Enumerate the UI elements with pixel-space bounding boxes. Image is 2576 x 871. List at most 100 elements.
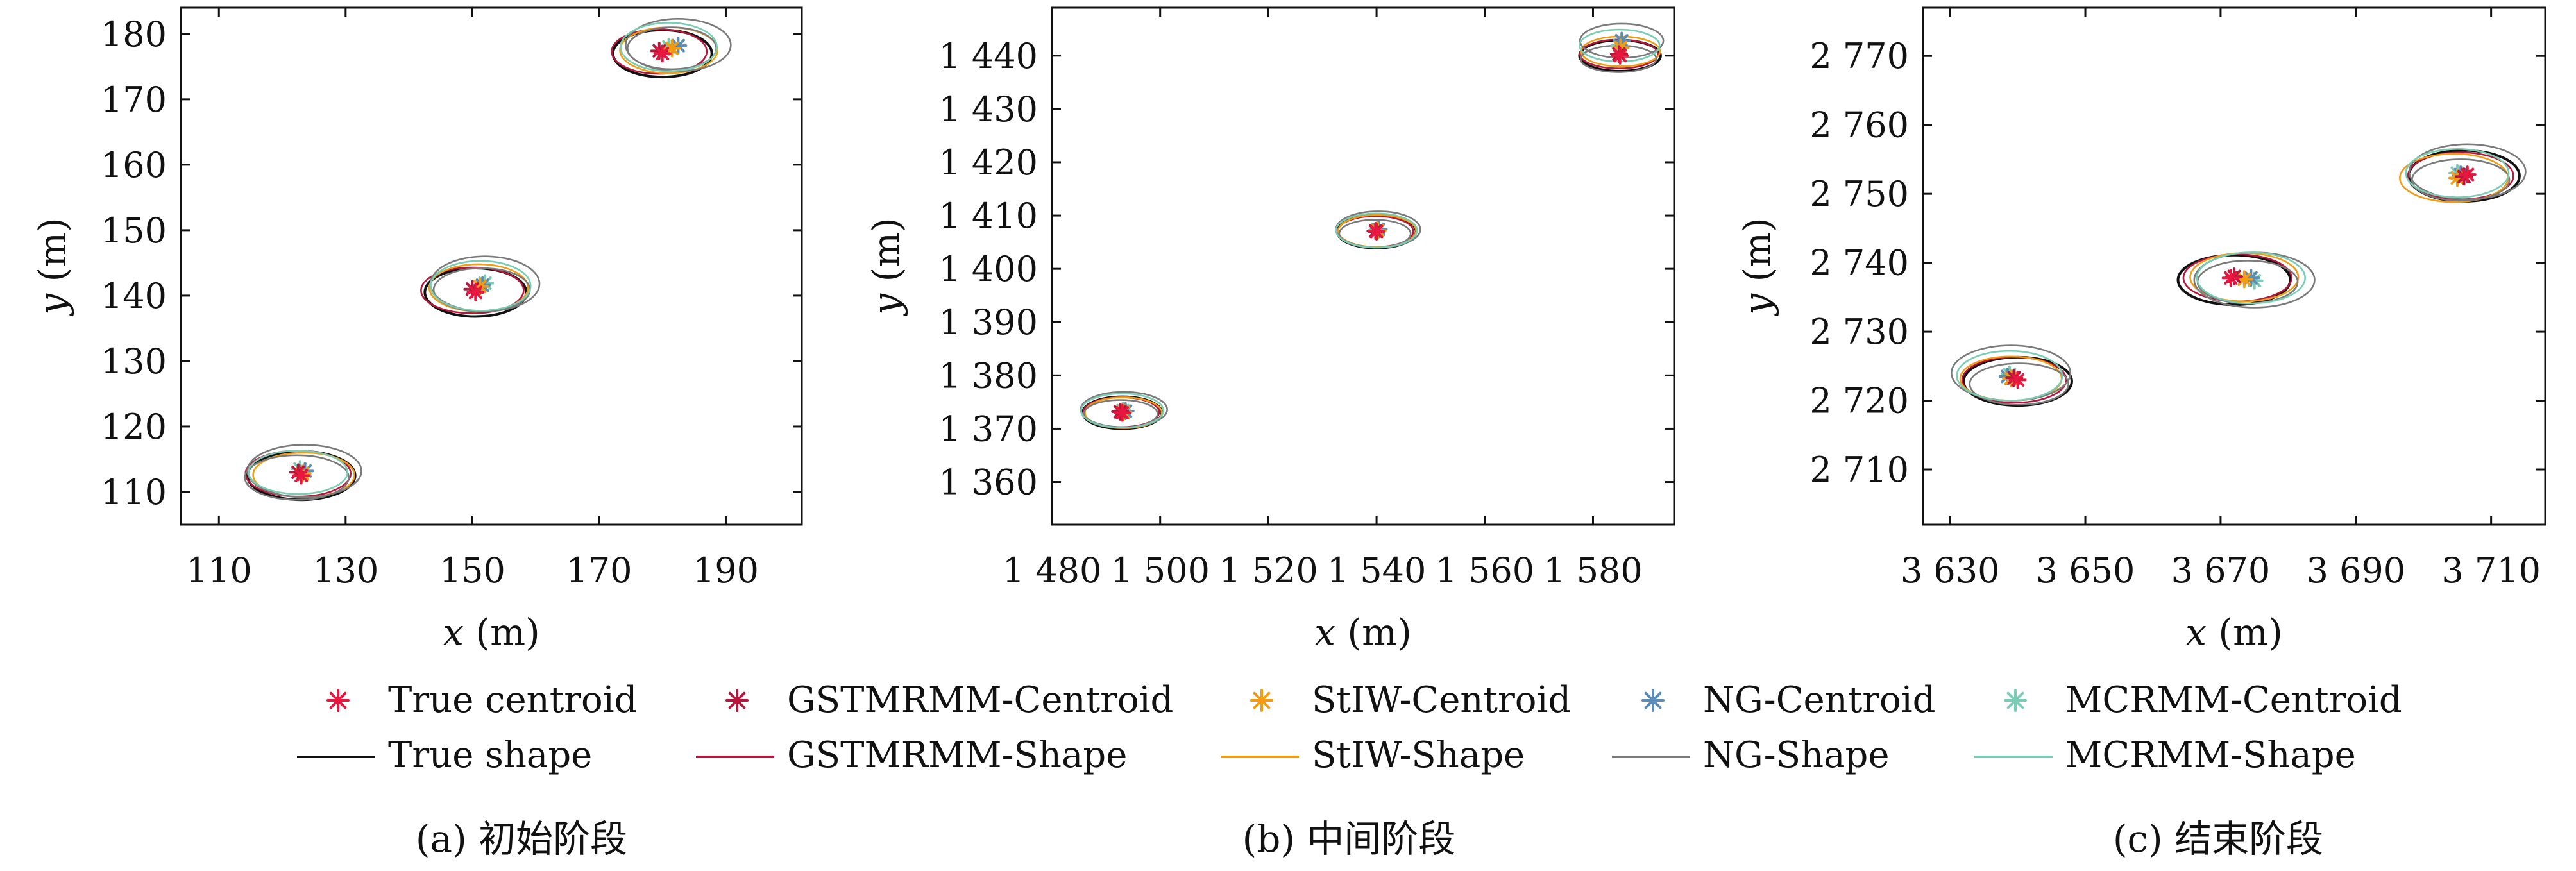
plot-area xyxy=(244,18,732,502)
captions: (a) 初始阶段 (b) 中间阶段 (c) 结束阶段 xyxy=(416,817,2323,861)
y-tick-label: 2 770 xyxy=(1809,36,1909,76)
target-group-3 xyxy=(2399,143,2527,203)
true_centroid-centroid-marker xyxy=(1368,222,1386,241)
panel-caption-1: (a) 初始阶段 xyxy=(416,817,627,861)
y-tick-label: 1 400 xyxy=(938,249,1038,289)
y-tick-label: 2 720 xyxy=(1809,381,1909,421)
legend-label: True centroid xyxy=(388,679,637,721)
plot-area xyxy=(1080,22,1665,430)
x-tick-label: 150 xyxy=(439,550,505,591)
y-axis-label: y (m) xyxy=(865,217,908,316)
y-tick-label: 170 xyxy=(101,80,167,120)
target-group-2 xyxy=(420,255,541,318)
true_centroid-centroid-marker xyxy=(292,466,310,485)
mcrmm-shape-ellipse xyxy=(1335,212,1418,249)
gstmrmm-shape-ellipse xyxy=(420,266,525,314)
legend-label: True shape xyxy=(388,734,592,776)
legend-item-ng-shape: NG-Shape xyxy=(1612,734,1890,776)
y-tick-label: 2 740 xyxy=(1809,243,1909,283)
x-tick-label: 190 xyxy=(693,550,759,591)
chart-panels: 110 130 150 170 190 110 120 130 140 150 160 170 180 x… xyxy=(31,6,2546,654)
y-axis-label: y (m) xyxy=(1736,217,1779,316)
y-tick-label: 2 710 xyxy=(1809,450,1909,490)
true_centroid-centroid-marker xyxy=(1113,403,1131,422)
true_centroid-centroid-marker xyxy=(2008,371,2027,389)
legend-label: StIW-Centroid xyxy=(1312,679,1571,721)
x-tick-label: 170 xyxy=(566,550,632,591)
mcrmm-shape-ellipse xyxy=(2196,251,2307,305)
legend-item-stiw-centroid: StIW-Centroid xyxy=(1250,679,1571,721)
legend-label: GSTMRMM-Shape xyxy=(787,734,1127,776)
legend-label: NG-Centroid xyxy=(1703,679,1936,721)
legend-star-icon xyxy=(326,689,350,712)
target-group-2 xyxy=(2176,251,2316,309)
mcrmm-shape-ellipse xyxy=(248,450,349,495)
y-tick-label: 1 360 xyxy=(938,462,1038,503)
x-tick-label: 3 670 xyxy=(2171,550,2271,591)
legend-item-true-shape: True shape xyxy=(297,734,592,776)
legend-item-stiw-shape: StIW-Shape xyxy=(1221,734,1525,776)
legend-item-gstmrmm-shape: GSTMRMM-Shape xyxy=(696,734,1127,776)
stiw-centroid-marker xyxy=(2235,270,2253,289)
legend: True centroid GSTMRMM-Centroid StIW-Centro… xyxy=(297,679,2402,776)
mcrmm-shape-ellipse xyxy=(429,260,532,312)
target-group-3 xyxy=(1578,22,1665,73)
legend-label: NG-Shape xyxy=(1703,734,1890,776)
legend-label: GSTMRMM-Centroid xyxy=(787,679,1173,721)
true_centroid-centroid-marker xyxy=(466,283,485,301)
y-tick-label: 1 380 xyxy=(938,355,1038,396)
x-tick-label: 1 580 xyxy=(1543,550,1643,591)
plot-frame xyxy=(1922,6,2546,526)
legend-star-icon xyxy=(725,689,749,712)
y-axis-label: y (m) xyxy=(31,217,74,316)
legend-label: MCRMM-Shape xyxy=(2065,734,2356,776)
legend-star-icon xyxy=(1641,689,1665,712)
y-tick-label: 1 430 xyxy=(938,89,1038,130)
legend-item-true_centroid-centroid: True centroid xyxy=(326,679,637,721)
x-tick-label: 3 630 xyxy=(1901,550,2000,591)
y-tick-label: 180 xyxy=(101,14,167,55)
ng-shape-ellipse xyxy=(2408,143,2527,201)
y-tick-label: 120 xyxy=(101,407,167,447)
plot-frame xyxy=(1051,6,1675,526)
mcrmm-shape-ellipse xyxy=(620,22,718,72)
x-tick-label: 1 540 xyxy=(1327,550,1427,591)
target-group-3 xyxy=(611,18,732,79)
y-tick-label: 1 420 xyxy=(938,142,1038,183)
panel-caption-2: (b) 中间阶段 xyxy=(1242,817,1456,861)
y-tick-label: 2 730 xyxy=(1809,312,1909,352)
gstmrmm-shape-ellipse xyxy=(611,28,708,75)
y-tick-label: 150 xyxy=(101,210,167,251)
y-tick-label: 2 760 xyxy=(1809,105,1909,146)
chart-panel-3: 3 630 3 650 3 670 3 690 3 710 2 710 2 720 2 730… xyxy=(1736,6,2546,654)
panel-caption-3: (c) 结束阶段 xyxy=(2113,817,2323,861)
true_centroid-centroid-marker xyxy=(653,44,672,63)
x-tick-label: 1 520 xyxy=(1219,550,1318,591)
legend-star-icon xyxy=(2004,689,2027,712)
x-tick-label: 1 480 xyxy=(1003,550,1102,591)
target-group-2 xyxy=(1335,210,1421,249)
legend-label: MCRMM-Centroid xyxy=(2065,679,2402,721)
x-tick-label: 1 500 xyxy=(1110,550,1210,591)
y-tick-label: 1 410 xyxy=(938,196,1038,236)
true_centroid-centroid-marker xyxy=(1611,46,1629,65)
y-tick-label: 1 370 xyxy=(938,409,1038,449)
legend-item-mcrmm-centroid: MCRMM-Centroid xyxy=(2004,679,2402,721)
x-tick-label: 130 xyxy=(312,550,378,591)
y-tick-label: 1 440 xyxy=(938,36,1038,76)
y-tick-label: 2 750 xyxy=(1809,174,1909,214)
true_centroid-centroid-marker xyxy=(2221,269,2240,287)
y-tick-label: 1 390 xyxy=(938,302,1038,342)
legend-item-gstmrmm-centroid: GSTMRMM-Centroid xyxy=(725,679,1173,721)
x-tick-label: 110 xyxy=(186,550,252,591)
plot-frame xyxy=(180,6,803,526)
mcrmm-shape-ellipse xyxy=(1080,393,1165,429)
x-tick-label: 3 650 xyxy=(2036,550,2135,591)
y-tick-label: 130 xyxy=(101,341,167,382)
legend-star-icon xyxy=(1250,689,1273,712)
ng-shape-ellipse xyxy=(2411,158,2511,202)
target-group-1 xyxy=(1950,344,2073,407)
mcrmm-shape-ellipse xyxy=(2405,148,2510,198)
